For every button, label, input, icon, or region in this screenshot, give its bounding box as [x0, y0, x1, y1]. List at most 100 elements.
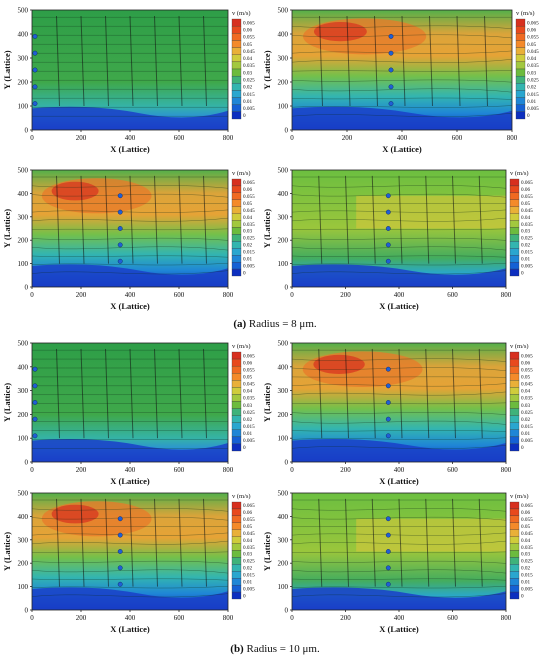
velocity-vector-column [203, 15, 207, 107]
particle [385, 516, 391, 522]
y-tick-label: 100 [278, 583, 289, 591]
colorbar-label: 0.01 [527, 99, 536, 105]
colorbar-label: 0.03 [521, 229, 530, 235]
colorbar-swatch [231, 47, 242, 55]
particle [32, 433, 38, 439]
flow-layer [32, 15, 228, 130]
colorbar-label: 0.055 [521, 367, 533, 373]
velocity-vector-column [478, 498, 483, 587]
velocity-vector-column [452, 175, 456, 264]
streamline [32, 217, 228, 222]
y-tick-label: 300 [278, 213, 289, 221]
colorbar-swatch [231, 591, 242, 600]
x-tick-label: 0 [290, 291, 294, 299]
streamline [32, 237, 228, 241]
streamline [292, 88, 512, 93]
velocity-vector-column [371, 498, 376, 587]
y-tick-label: 100 [18, 583, 29, 591]
y-tick-label: 200 [278, 560, 289, 568]
streamline [292, 209, 506, 213]
colorbar-label: 0.005 [243, 106, 255, 112]
colorbar-swatch [509, 522, 520, 530]
particle [32, 67, 38, 73]
streamline [32, 532, 228, 536]
y-tick-label: 300 [18, 536, 29, 544]
x-tick-label: 800 [501, 466, 512, 474]
x-tick-label: 400 [394, 614, 405, 622]
colorbar-swatch [231, 90, 242, 98]
mid-velocity-band [356, 518, 506, 552]
streamline [32, 508, 228, 512]
peak-velocity-region [314, 22, 367, 42]
mid-velocity-band [356, 195, 506, 229]
colorbar-swatch [509, 248, 520, 256]
colorbar-label: 0.03 [521, 552, 530, 558]
colorbar-label: 0.045 [243, 531, 255, 537]
colorbar-label: 0.055 [243, 194, 255, 200]
y-tick-label: 300 [278, 387, 289, 395]
velocity-vector-column [129, 348, 134, 439]
x-tick-label: 800 [501, 291, 512, 299]
x-tick-label: 400 [125, 614, 136, 622]
velocity-vector-column [154, 15, 158, 107]
y-tick-label: 400 [278, 31, 289, 39]
y-tick-label: 200 [18, 79, 29, 87]
particle [388, 101, 394, 107]
velocity-vector-column [178, 175, 183, 264]
streamline [292, 79, 512, 83]
colorbar-swatch [231, 422, 242, 430]
colorbar-label: 0.01 [521, 579, 530, 585]
x-tick-label: 0 [290, 466, 294, 474]
colorbar-label: 0.045 [243, 49, 255, 55]
y-tick-label: 200 [278, 79, 289, 87]
flow-layer [292, 348, 506, 462]
colorbar-title: v (m/s) [510, 170, 529, 177]
colorbar-swatch [509, 401, 520, 409]
colorbar-label: 0.02 [243, 243, 252, 249]
colorbar-label: 0.05 [527, 42, 536, 48]
streamline [32, 270, 228, 275]
particle [117, 209, 123, 215]
colorbar-swatch [231, 25, 242, 34]
y-tick-label: 100 [18, 260, 29, 268]
x-tick-label: 0 [30, 134, 34, 142]
velocity-vector-column [80, 15, 85, 107]
particle [117, 516, 123, 522]
velocity-vector-column [56, 175, 60, 264]
streamline [32, 193, 228, 198]
low-velocity-layer [32, 264, 228, 287]
velocity-vector-column [56, 498, 60, 587]
colorbar-swatch [509, 255, 520, 263]
particle [32, 416, 38, 422]
colorbar-swatch [509, 529, 520, 537]
colorbar-label: 0.065 [527, 20, 539, 26]
x-tick-label: 400 [125, 134, 136, 142]
colorbar-label: 0.045 [521, 531, 533, 537]
velocity-vector-column [129, 15, 134, 107]
colorbar-label: 0.065 [521, 180, 533, 186]
colorbar-label: 0.05 [243, 375, 252, 381]
particle [117, 565, 123, 571]
colorbar-swatch [509, 365, 520, 374]
velocity-vector-column [425, 348, 430, 439]
colorbar-label: 0.04 [243, 538, 252, 544]
colorbar-label: 0.02 [243, 417, 252, 423]
y-tick-label: 0 [25, 127, 29, 135]
particle [32, 400, 38, 405]
panel-a4: 0 200 400 600 800 0 100 200 300 400 500 X (Lattice)… [262, 167, 533, 312]
colorbar-label: 0.015 [527, 92, 539, 98]
colorbar-label: 0.03 [243, 229, 252, 235]
flow-layer [292, 498, 506, 610]
particle [385, 581, 391, 587]
colorbar: v (m/s)0.0650.060.0550.050.0450.040.0350… [509, 170, 533, 276]
y-tick-label: 100 [278, 103, 289, 111]
x-axis-label: X (Lattice) [379, 476, 419, 486]
colorbar-label: 0.055 [521, 517, 533, 523]
y-tick-label: 300 [18, 55, 29, 63]
y-tick-label: 300 [18, 387, 29, 395]
colorbar-label: 0.06 [243, 28, 252, 34]
velocity-vector-column [478, 348, 483, 439]
x-tick-label: 400 [125, 466, 136, 474]
flow-layer [292, 15, 512, 130]
colorbar-swatch [509, 571, 520, 579]
